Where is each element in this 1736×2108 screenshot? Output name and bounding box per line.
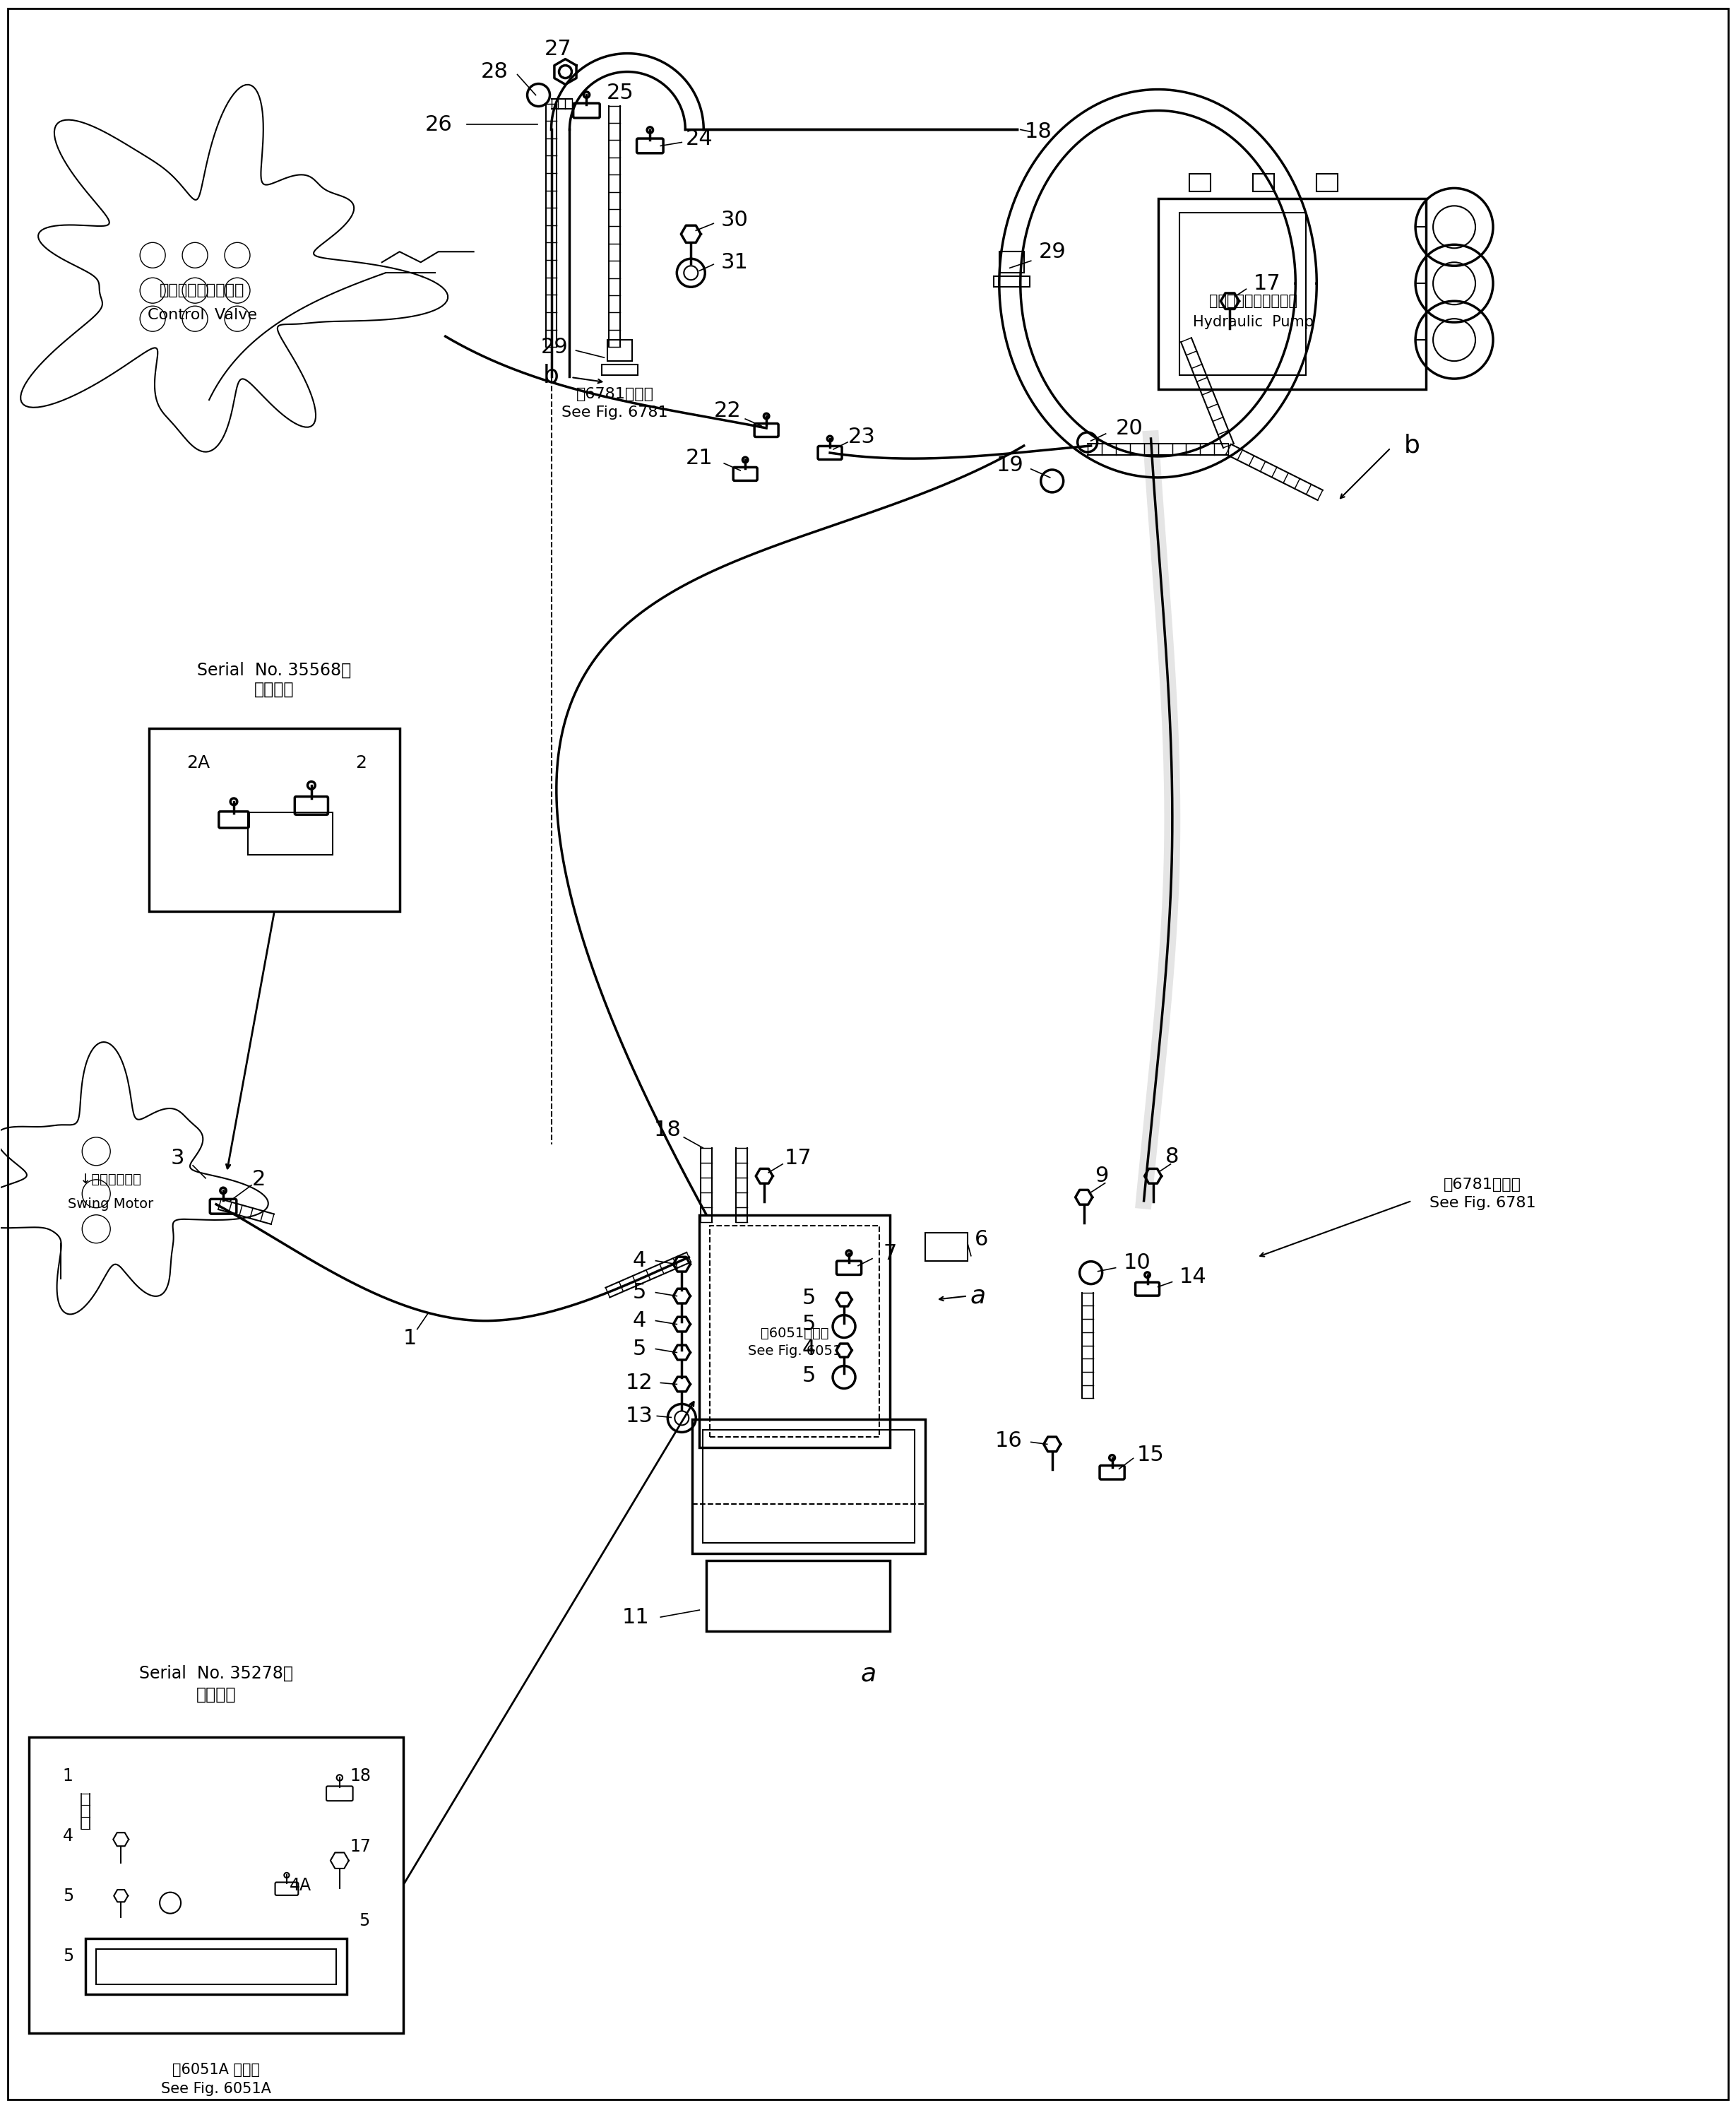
- Text: 5: 5: [802, 1288, 816, 1309]
- Text: 3: 3: [170, 1149, 184, 1168]
- Text: 10: 10: [1123, 1252, 1151, 1273]
- Text: 17: 17: [785, 1149, 812, 1168]
- Text: 19: 19: [996, 455, 1024, 476]
- Text: 第6781図参照
See Fig. 6781: 第6781図参照 See Fig. 6781: [561, 388, 668, 419]
- Text: 23: 23: [847, 428, 875, 447]
- Bar: [608, 339, 632, 360]
- Text: 28: 28: [481, 61, 509, 82]
- Text: 5: 5: [632, 1282, 646, 1303]
- Text: 4: 4: [62, 1828, 73, 1844]
- Text: 29: 29: [542, 337, 568, 356]
- Text: 第6781図参照
See Fig. 6781: 第6781図参照 See Fig. 6781: [1429, 1178, 1536, 1210]
- Text: 29: 29: [1038, 242, 1066, 261]
- Text: 18: 18: [351, 1767, 372, 1783]
- Text: 5: 5: [802, 1366, 816, 1387]
- Text: 第6051図参照
See Fig. 6051: 第6051図参照 See Fig. 6051: [748, 1326, 842, 1358]
- Bar: [993, 276, 1029, 287]
- Text: 17: 17: [1253, 274, 1281, 293]
- Text: 27: 27: [545, 38, 571, 59]
- Text: 8: 8: [1165, 1147, 1179, 1168]
- Text: 4: 4: [632, 1311, 646, 1330]
- Text: 4: 4: [802, 1339, 816, 1360]
- Bar: [925, 1233, 967, 1261]
- Text: 2: 2: [356, 755, 366, 772]
- Text: 5: 5: [62, 1948, 73, 1965]
- Text: 適用号機: 適用号機: [196, 1686, 236, 1703]
- Text: 25: 25: [606, 82, 634, 103]
- Text: 13: 13: [625, 1406, 653, 1427]
- Text: 24: 24: [686, 129, 713, 150]
- Text: 5: 5: [62, 1887, 73, 1904]
- Text: b: b: [543, 363, 559, 388]
- Bar: [700, 1214, 891, 1448]
- Bar: [1158, 198, 1425, 390]
- Text: 5: 5: [359, 1912, 370, 1929]
- Text: 14: 14: [1179, 1267, 1207, 1288]
- Bar: [1179, 213, 1305, 375]
- Text: 18: 18: [1024, 122, 1052, 141]
- Text: 22: 22: [713, 401, 741, 422]
- Text: 30: 30: [720, 209, 748, 230]
- Text: 5: 5: [802, 1313, 816, 1334]
- Text: 第6051A 図表昭
See Fig. 6051A: 第6051A 図表昭 See Fig. 6051A: [161, 2064, 271, 2095]
- Bar: [707, 1560, 891, 1632]
- Text: 5: 5: [632, 1339, 646, 1360]
- Bar: [1316, 175, 1338, 192]
- Text: 31: 31: [720, 253, 748, 272]
- Bar: [248, 814, 333, 856]
- Text: 1: 1: [62, 1767, 73, 1783]
- Text: 適用号機: 適用号機: [255, 681, 295, 698]
- Text: 1: 1: [403, 1328, 417, 1349]
- Bar: [1000, 251, 1024, 272]
- Text: Swing Motor: Swing Motor: [68, 1197, 153, 1210]
- Text: Serial  No. 35278～: Serial No. 35278～: [139, 1665, 293, 1682]
- Text: 26: 26: [425, 114, 451, 135]
- Bar: [1253, 175, 1274, 192]
- Text: 12: 12: [625, 1372, 653, 1393]
- Bar: [602, 365, 639, 375]
- Text: b: b: [1404, 434, 1420, 457]
- Text: 21: 21: [686, 449, 713, 468]
- Text: 7: 7: [884, 1244, 898, 1265]
- Text: コントロールバルブ: コントロールバルブ: [160, 282, 245, 297]
- Bar: [149, 727, 399, 911]
- Text: Serial  No. 35568～: Serial No. 35568～: [198, 662, 351, 679]
- Text: Hydraulic  Pump: Hydraulic Pump: [1193, 316, 1314, 329]
- Text: 17: 17: [351, 1838, 372, 1855]
- Text: Control  Valve: Control Valve: [148, 308, 257, 323]
- Bar: [693, 1419, 925, 1554]
- Text: 9: 9: [1095, 1166, 1108, 1187]
- Text: a: a: [861, 1661, 877, 1686]
- Bar: [703, 1429, 915, 1543]
- Text: 6: 6: [974, 1229, 988, 1250]
- Text: 4: 4: [632, 1250, 646, 1271]
- Bar: [1189, 175, 1210, 192]
- Bar: [710, 1225, 880, 1438]
- Bar: [30, 1737, 403, 2034]
- Text: ハイドロリックポンプ: ハイドロリックポンプ: [1208, 293, 1297, 308]
- Text: 4A: 4A: [290, 1876, 312, 1893]
- Bar: [95, 1948, 337, 1984]
- Text: ↓旋回モーター: ↓旋回モーター: [80, 1172, 141, 1187]
- Text: 16: 16: [995, 1431, 1023, 1450]
- Text: 20: 20: [1116, 417, 1144, 438]
- Bar: [85, 1937, 347, 1994]
- Text: 18: 18: [654, 1119, 681, 1140]
- Text: 2A: 2A: [187, 755, 210, 772]
- Text: 2: 2: [252, 1170, 266, 1189]
- Text: 11: 11: [621, 1606, 649, 1627]
- Text: 15: 15: [1137, 1444, 1165, 1465]
- Text: a: a: [970, 1284, 986, 1309]
